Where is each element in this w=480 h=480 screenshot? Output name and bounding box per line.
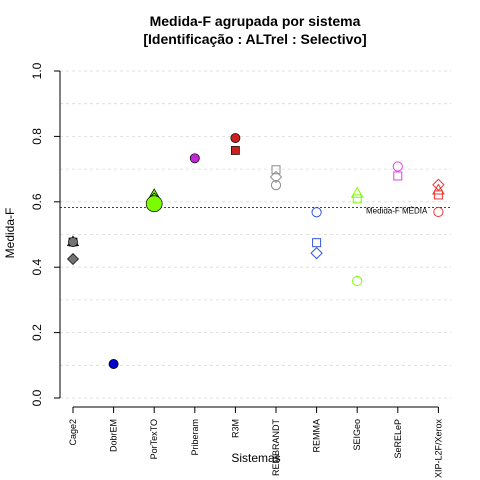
y-tick-label: 0.4 <box>30 259 44 276</box>
reference-line-group: Medida-F MÉDIA <box>60 206 451 215</box>
data-points <box>66 133 445 369</box>
y-axis-label: Medida-F <box>3 208 17 259</box>
x-tick-label-cage2: Cage2 <box>68 419 78 446</box>
x-tick-label-remma: REMMA <box>312 419 322 453</box>
grid-lines <box>60 70 451 399</box>
point-rembrandt-diamond <box>269 170 283 184</box>
y-tick-label: 0.8 <box>30 128 44 145</box>
chart-title: Medida-F agrupada por sistema <box>150 13 361 29</box>
reference-line-label: Medida-F MÉDIA <box>366 206 428 215</box>
point-portexto-circle <box>145 195 163 213</box>
point-seigeo-square <box>352 194 362 204</box>
point-seigeo-circle <box>352 275 363 287</box>
point-r3m-square <box>231 146 240 155</box>
y-tick-label: 0.2 <box>30 324 44 341</box>
chart-subtitle: [Identificação : ALTrel : Selectivo] <box>143 31 366 47</box>
point-rembrandt-circle <box>270 180 282 191</box>
x-tick-label-dobrem: DobrEM <box>109 419 119 452</box>
x-tick-label-r3m: R3M <box>230 419 240 438</box>
point-priberam-circle <box>189 153 200 164</box>
x-tick-label-xip-l2f-xerox: XIP-L2F/Xerox <box>433 419 443 479</box>
point-xip-l2f-xerox-diamond <box>432 178 445 192</box>
y-tick-label: 0.0 <box>30 389 44 406</box>
point-cage2-circle <box>68 237 78 247</box>
point-serelep-square <box>393 171 403 181</box>
point-xip-l2f-xerox-square <box>433 190 443 200</box>
point-remma-square <box>312 238 322 248</box>
point-cage2-diamond <box>67 253 79 266</box>
y-tick-label: 1.0 <box>30 62 44 79</box>
x-axis-label: Sistemas <box>231 451 280 465</box>
point-rembrandt-square <box>271 165 281 175</box>
x-tick-label-priberam: Priberam <box>190 419 200 456</box>
y-tick-label: 0.6 <box>30 193 44 210</box>
point-seigeo-triangle <box>350 186 364 198</box>
point-dobrem-circle <box>108 359 119 369</box>
x-tick-label-serelep: SeRELeP <box>393 419 403 459</box>
point-xip-l2f-xerox-triangle <box>432 183 445 195</box>
x-tick-label-rembrandt: REMBRANDT <box>271 419 281 477</box>
x-tick-label-seigeo: SEIGeo <box>352 419 362 451</box>
point-xip-l2f-xerox-circle <box>433 206 444 218</box>
point-serelep-circle <box>392 161 403 172</box>
point-remma-circle <box>311 207 322 218</box>
axes: 0.0 0.2 0.4 0.6 0.8 1.0 Cage2 DobrEM PorTexTO Pri… <box>30 62 443 478</box>
x-tick-label-portexto: PorTexTO <box>149 419 159 459</box>
point-remma-diamond <box>310 246 323 260</box>
point-r3m-circle <box>230 133 241 143</box>
